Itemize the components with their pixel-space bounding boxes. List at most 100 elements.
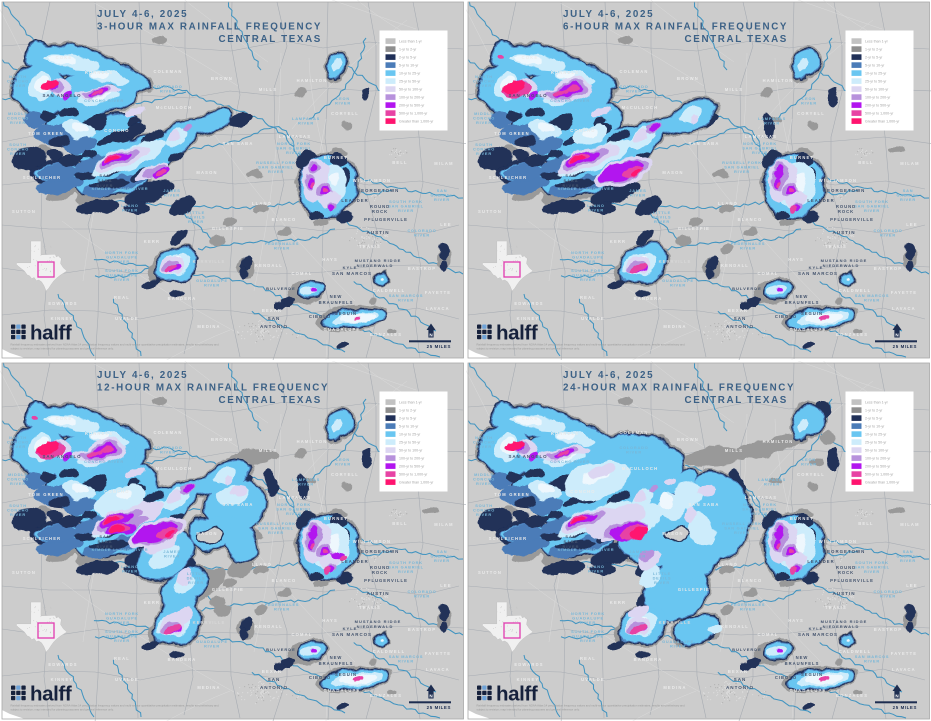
svg-text:Less than 1-yr: Less than 1-yr [399,400,423,404]
svg-text:SAN MARCOS: SAN MARCOS [797,271,837,276]
svg-text:NORTH: NORTH [475,74,493,79]
svg-text:EDWARDS: EDWARDS [48,301,77,306]
svg-text:COLEMAN: COLEMAN [153,69,182,74]
svg-text:RIVER: RIVER [734,169,750,174]
svg-text:TOM GREEN: TOM GREEN [494,492,530,497]
svg-text:BELL: BELL [392,160,408,165]
svg-text:SAN: SAN [733,316,746,321]
svg-text:SUTTON: SUTTON [12,570,36,575]
svg-text:RIVER: RIVER [476,120,492,125]
svg-text:10-yr to 25-yr: 10-yr to 25-yr [399,432,421,436]
svg-text:LAMPASAS: LAMPASAS [292,116,320,121]
svg-text:COLORADO: COLORADO [407,228,436,233]
svg-text:SABA: SABA [563,178,578,183]
svg-text:JULY 4-6, 2025: JULY 4-6, 2025 [563,9,654,20]
svg-text:RIVER: RIVER [864,569,880,574]
svg-text:BLANCO: BLANCO [272,578,297,583]
svg-text:RUNNELS: RUNNELS [85,70,113,75]
svg-text:CIBOLO: CIBOLO [309,675,331,680]
svg-text:NORTH FORK: NORTH FORK [277,141,311,146]
svg-text:CONCHO: CONCHO [7,507,29,512]
svg-text:RIVER: RIVER [398,658,414,663]
svg-text:MASON: MASON [662,531,683,536]
svg-text:GUADALUPE: GUADALUPE [572,255,604,260]
svg-text:25 MILES: 25 MILES [892,705,916,710]
svg-text:RIVER: RIVER [864,208,880,213]
svg-text:NORTH: NORTH [9,74,27,79]
svg-text:halff: halff [496,322,538,345]
svg-text:REAL: REAL [114,295,130,300]
svg-text:ROUND: ROUND [370,204,390,209]
svg-text:SOUTH FORK: SOUTH FORK [855,560,889,565]
svg-text:SOUTH FORK: SOUTH FORK [389,560,423,565]
svg-text:RIVER: RIVER [286,150,302,155]
svg-text:KERRVILLE: KERRVILLE [193,259,226,264]
svg-text:SAN ANGELO: SAN ANGELO [42,93,81,98]
svg-text:RIVER: RIVER [164,553,180,558]
svg-text:LLANO: LLANO [252,201,272,206]
svg-text:CONCHO: CONCHO [570,128,595,133]
svg-text:SAN: SAN [437,549,448,554]
svg-text:CALDWELL: CALDWELL [373,288,406,293]
svg-text:SAN: SAN [99,534,110,539]
svg-text:LLANO: LLANO [587,203,604,208]
svg-text:RIVER: RIVER [114,638,130,643]
svg-text:GUADALUPE: GUADALUPE [106,615,138,620]
svg-text:COLEMAN: COLEMAN [619,69,648,74]
svg-text:GILLESPIE: GILLESPIE [677,226,709,231]
svg-text:CIBOLO: CIBOLO [309,314,331,319]
svg-text:BURNET: BURNET [789,155,813,160]
svg-text:MIDDLE: MIDDLE [474,111,494,116]
svg-text:EDWARDS: EDWARDS [48,662,77,667]
svg-text:subject to revision; map inten: subject to revision; map intended for pl… [11,346,114,350]
svg-text:Greater than 1,000-yr: Greater than 1,000-yr [399,120,434,124]
svg-text:RIVER: RIVER [10,444,26,449]
svg-text:MILAM: MILAM [434,522,453,527]
svg-text:CONCHO: CONCHO [7,116,29,121]
svg-text:SEGUIN: SEGUIN [335,672,357,677]
svg-text:LLANO: LLANO [252,562,272,567]
svg-text:MUSTANG RIDGE: MUSTANG RIDGE [820,619,867,624]
svg-text:GILLESPIE: GILLESPIE [212,226,244,231]
svg-text:500-yr to 1,000-yr: 500-yr to 1,000-yr [865,472,894,476]
svg-text:1-yr to 2-yr: 1-yr to 2-yr [399,48,417,52]
svg-text:100-yr to 200-yr: 100-yr to 200-yr [865,456,891,460]
svg-text:BEXAR: BEXAR [262,308,282,313]
svg-text:KERRVILLE: KERRVILLE [193,620,226,625]
svg-text:COMAL: COMAL [757,632,778,637]
svg-text:200-yr to 500-yr: 200-yr to 500-yr [399,464,425,468]
svg-text:CORYELL: CORYELL [797,472,825,477]
svg-text:subject to revision; map inten: subject to revision; map intended for pl… [11,707,114,711]
svg-text:PEDERNALES: PEDERNALES [730,241,765,246]
svg-text:MILLS: MILLS [724,448,742,453]
svg-text:BRAUNFELS: BRAUNFELS [319,661,354,666]
svg-text:RIVER: RIVER [562,183,579,188]
svg-text:GONZALES: GONZALES [835,693,867,698]
svg-text:COLEMAN: COLEMAN [153,430,182,435]
svg-text:MEDINA: MEDINA [663,685,686,690]
svg-text:SAN GABRIEL: SAN GABRIEL [388,564,424,569]
svg-text:Greater than 1,000-yr: Greater than 1,000-yr [865,480,900,484]
svg-text:GUADALUPE: GUADALUPE [789,688,826,693]
svg-text:RIVER: RIVER [286,511,302,516]
svg-text:CONCHO: CONCHO [472,476,494,481]
svg-text:LAMPASAS: LAMPASAS [744,134,776,139]
svg-text:TOM GREEN: TOM GREEN [494,131,530,136]
svg-text:LAMPASAS: LAMPASAS [279,495,311,500]
svg-text:SEGUIN: SEGUIN [800,672,822,677]
svg-text:RIVER: RIVER [268,530,284,535]
svg-text:SOUTH FORK: SOUTH FORK [855,199,889,204]
svg-text:RIVER: RIVER [398,298,414,303]
svg-text:PEDERNALES: PEDERNALES [730,602,765,607]
svg-text:GUADALUPE: GUADALUPE [572,273,604,278]
svg-text:SOUTH: SOUTH [9,503,27,508]
svg-text:CONCHO: CONCHO [472,116,494,121]
svg-text:PEDERNALES: PEDERNALES [265,241,300,246]
svg-text:WILLIAMSON: WILLIAMSON [818,539,856,544]
svg-text:6-HOUR MAX RAINFALL FREQUENCY: 6-HOUR MAX RAINFALL FREQUENCY [563,22,788,33]
svg-text:RIVER: RIVER [97,544,114,549]
svg-text:GUADALUPE: GUADALUPE [662,639,694,644]
svg-text:SAN MARCOS: SAN MARCOS [332,271,372,276]
svg-text:CIBOLO: CIBOLO [774,675,796,680]
svg-text:LEANDER: LEANDER [807,559,834,564]
